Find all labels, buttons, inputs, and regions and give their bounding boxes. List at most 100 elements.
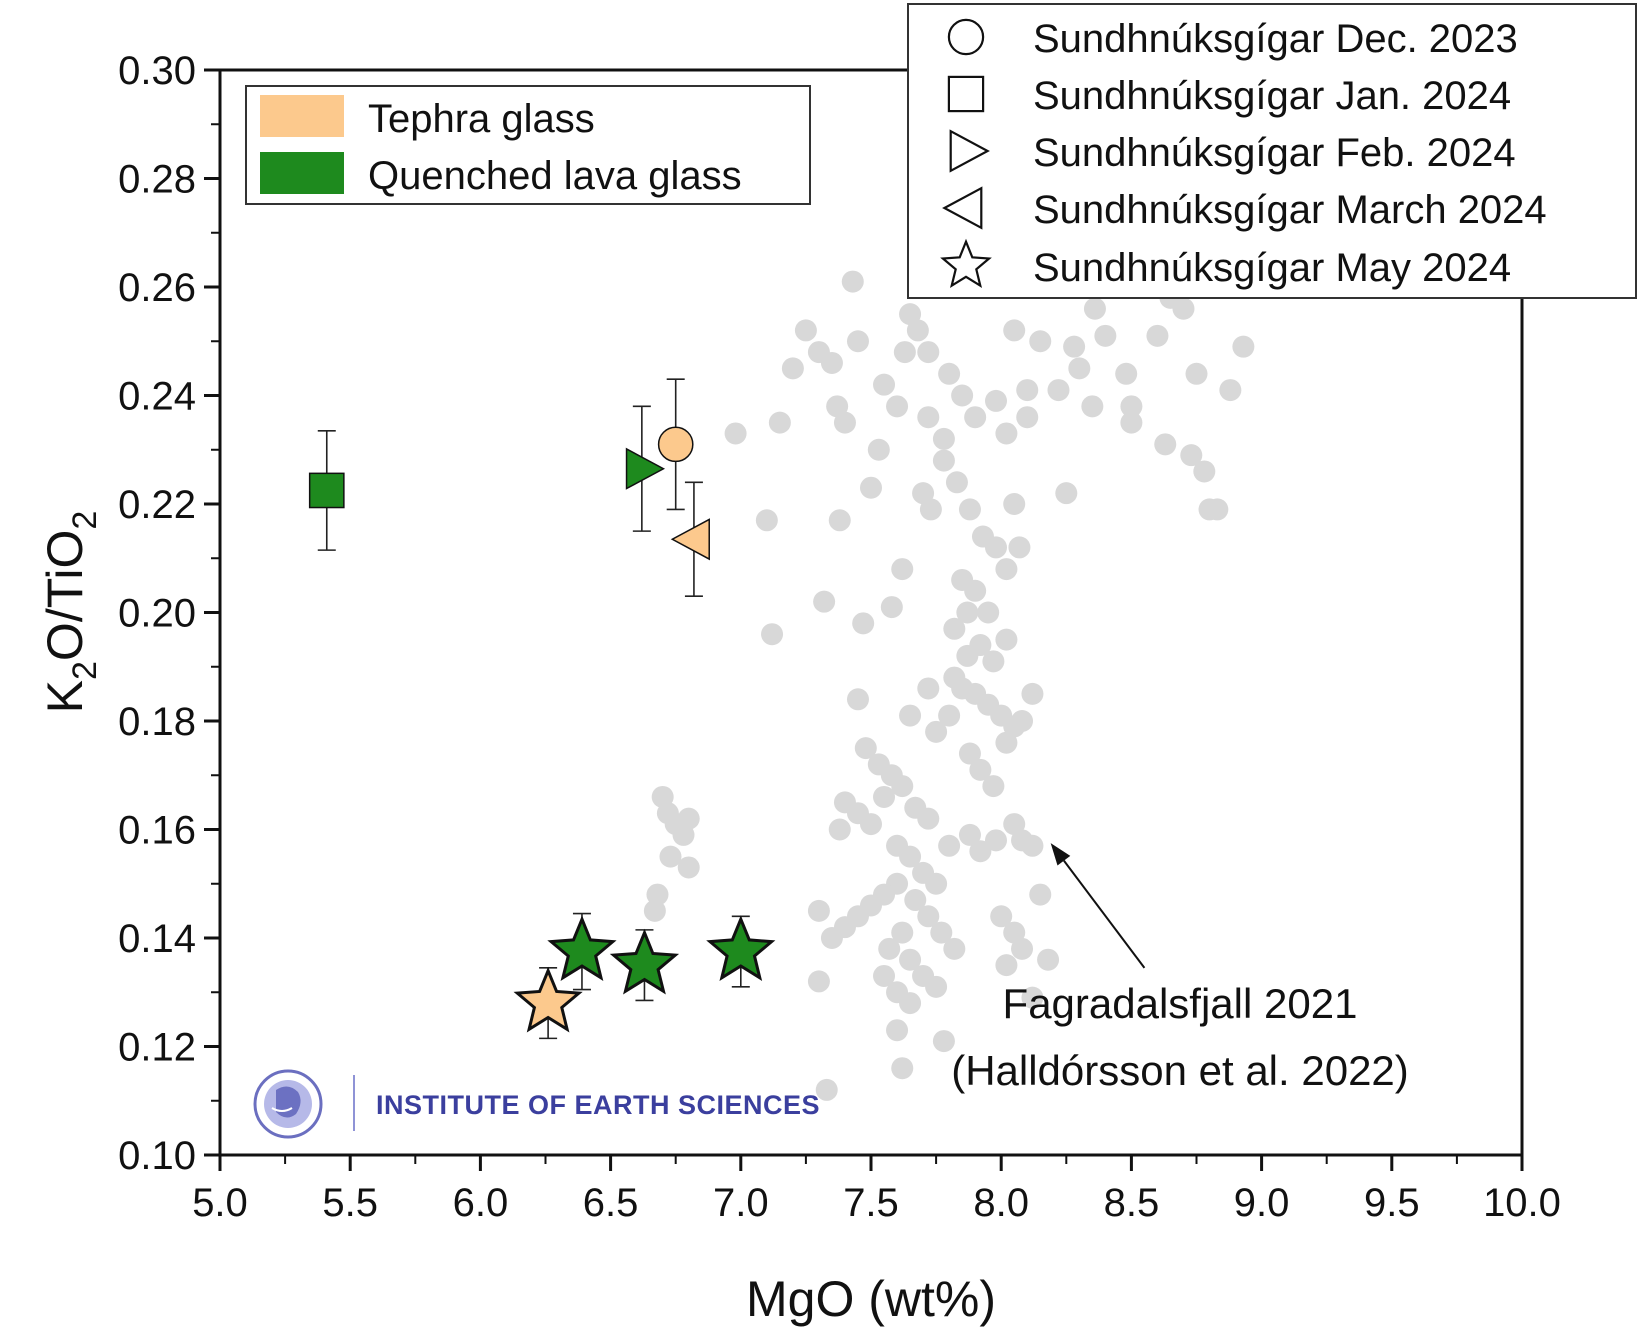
sample-point-circle [657,426,694,463]
shape-legend-frame [907,3,1637,299]
fagradalsfjall-point [932,1030,955,1053]
shape-legend: Sundhnúksgígar Dec. 2023 Sundhnúksgígar … [907,3,1637,299]
y-tick-label: 0.22 [118,483,196,527]
fagradalsfjall-point [964,579,987,602]
fagradalsfjall-point [677,807,700,830]
legend-marker-triangle-right-icon [949,129,990,173]
fagradalsfjall-point [724,422,747,445]
x-tick-label: 6.0 [453,1181,509,1225]
sample-point-square [308,472,345,509]
x-tick-label: 7.0 [713,1181,769,1225]
sample-point-star [609,928,680,995]
fagradalsfjall-point [899,704,922,727]
fagradalsfjall-point [904,889,927,912]
fagradalsfjall-point [899,845,922,868]
fagradalsfjall-point [1011,710,1034,732]
y-axis: 0.10 0.12 0.14 0.16 0.18 0.20 0.22 0.24 0.26 0.28… [118,49,220,1178]
fagradalsfjall-points-layer [643,270,1255,1101]
fagradalsfjall-point [938,362,961,385]
fagradalsfjall-point [925,975,948,998]
fagradalsfjall-point [917,341,940,364]
sample-markers-layer [308,426,776,1033]
fagradalsfjall-point [828,818,851,841]
fagradalsfjall-point [995,954,1018,977]
legend-swatch-tephra [260,95,344,137]
fagradalsfjall-point [1063,335,1086,358]
legend-label-quenched: Quenched lava glass [368,154,742,198]
fagradalsfjall-point [956,644,979,667]
fagradalsfjall-point [932,449,955,472]
fagradalsfjall-point [826,395,849,418]
fagradalsfjall-point [899,303,922,326]
fagradalsfjall-point [854,737,877,760]
sample-point-triangle-left [670,518,710,561]
fagradalsfjall-point [880,596,903,619]
fagradalsfjall-point [984,829,1007,852]
fagradalsfjall-point [1003,813,1026,836]
fagradalsfjall-point [917,406,940,429]
legend-label-jan-2024: Sundhnúksgígar Jan. 2024 [1033,74,1511,118]
fagradalsfjall-point [964,406,987,429]
legend-label-may-2024: Sundhnúksgígar May 2024 [1033,246,1511,290]
fagradalsfjall-point [860,813,882,836]
logo-text: INSTITUTE OF EARTH SCIENCES [376,1090,820,1120]
fagradalsfjall-point [768,411,791,434]
legend-label-dec-2023: Sundhnúksgígar Dec. 2023 [1033,17,1518,61]
fagradalsfjall-point [893,341,916,364]
fagradalsfjall-point [1154,433,1177,456]
fagradalsfjall-point [1016,406,1039,429]
fagradalsfjall-point [841,270,864,293]
x-tick-label: 10.0 [1483,1181,1561,1225]
fagradalsfjall-point [969,840,992,863]
annotation-line-1: Fagradalsfjall 2021 [1003,980,1358,1027]
fagradalsfjall-point [891,558,914,581]
x-tick-label: 5.5 [322,1181,378,1225]
fagradalsfjall-point [956,601,979,624]
fagradalsfjall-point [886,1019,909,1042]
fagradalsfjall-point [906,319,929,342]
legend-label-march-2024: Sundhnúksgígar March 2024 [1033,188,1547,232]
fagradalsfjall-point [925,720,948,743]
fagradalsfjall-point [995,731,1018,754]
x-tick-label: 5.0 [192,1181,248,1225]
fagradalsfjall-point [873,373,896,396]
fagradalsfjall-point [958,498,981,521]
fagradalsfjall-point [995,558,1018,581]
y-axis-title: K2O/TiO2 [37,511,104,714]
fagradalsfjall-point [1094,324,1117,347]
fagradalsfjall-point [1081,395,1104,418]
fagradalsfjall-point [807,970,830,993]
fagradalsfjall-point [1180,444,1203,467]
fagradalsfjall-point [891,921,914,944]
fagradalsfjall-point [846,688,869,711]
legend-swatch-quenched [260,152,344,194]
x-tick-label: 9.0 [1234,1181,1290,1225]
fagradalsfjall-point [1016,379,1039,402]
y-tick-label: 0.16 [118,809,196,853]
y-tick-label: 0.30 [118,49,196,93]
fagradalsfjall-point [794,319,817,342]
fagradalsfjall-point [828,509,851,532]
x-axis-title: MgO (wt%) [746,1271,996,1327]
fagradalsfjall-point [755,509,778,532]
fagradalsfjall-point [938,704,961,727]
fagradalsfjall-point [919,498,942,521]
fagradalsfjall-point [891,775,914,798]
x-tick-label: 6.5 [583,1181,639,1225]
sample-point-triangle-right [625,447,666,490]
fagradalsfjall-point [969,758,992,781]
fagradalsfjall-point [873,785,896,808]
fagradalsfjall-point [1008,536,1031,559]
fagradalsfjall-point [984,536,1007,559]
sample-point-star [706,915,776,982]
fagradalsfjall-point [761,623,784,646]
y-tick-label: 0.18 [118,700,196,744]
y-tick-label: 0.10 [118,1134,196,1178]
fagradalsfjall-point [1037,948,1060,971]
fagradalsfjall-point [677,856,700,879]
fagradalsfjall-point [995,628,1018,651]
fagradalsfjall-point [1003,921,1026,944]
fagradalsfjall-point [925,872,948,895]
fagradalsfjall-point [958,823,981,846]
fagradalsfjall-point [852,612,875,635]
